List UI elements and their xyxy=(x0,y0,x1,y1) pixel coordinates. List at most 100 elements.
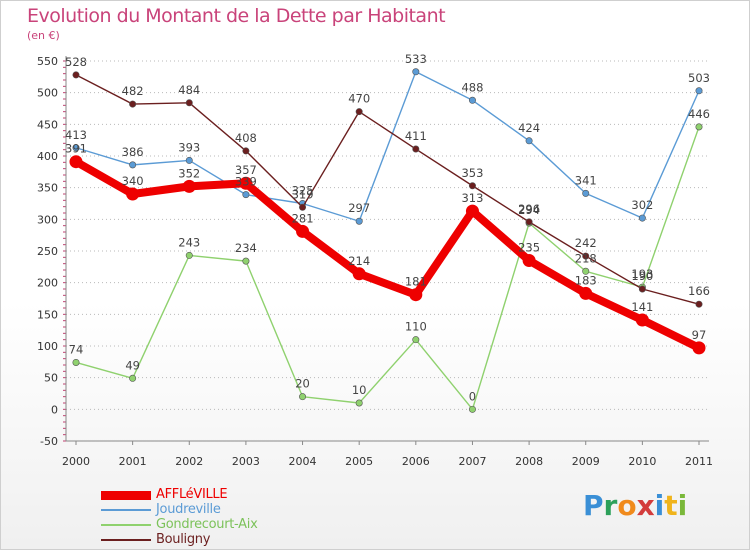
y-tick-label: 550 xyxy=(37,55,58,68)
data-label: 357 xyxy=(235,163,257,177)
data-label: 391 xyxy=(65,142,87,156)
data-label: 470 xyxy=(348,92,370,106)
data-point xyxy=(352,267,366,281)
data-label: 503 xyxy=(688,71,710,85)
data-label: 528 xyxy=(65,55,87,69)
data-point xyxy=(72,144,80,152)
data-point xyxy=(412,145,420,153)
data-point xyxy=(582,252,590,260)
x-tick-label: 2009 xyxy=(572,455,600,468)
data-point xyxy=(522,254,536,267)
data-label: 297 xyxy=(348,201,370,215)
data-label: 193 xyxy=(631,267,653,281)
data-point xyxy=(72,358,80,366)
x-tick-label: 2007 xyxy=(458,455,486,468)
data-point xyxy=(185,99,193,107)
data-label: 533 xyxy=(405,52,427,66)
y-tick-label: 250 xyxy=(37,245,58,258)
y-tick-label: 200 xyxy=(37,277,58,290)
data-label: 166 xyxy=(688,284,710,298)
y-tick-label: 500 xyxy=(37,87,58,100)
data-point xyxy=(299,393,307,401)
data-point xyxy=(635,313,649,327)
data-label: 190 xyxy=(631,269,653,283)
data-label: 49 xyxy=(125,358,140,372)
data-label: 319 xyxy=(292,187,314,201)
data-point xyxy=(126,187,140,201)
data-label: 352 xyxy=(178,166,200,180)
data-point xyxy=(692,341,706,355)
data-label: 214 xyxy=(348,254,370,268)
data-point xyxy=(695,123,703,131)
data-label: 341 xyxy=(575,173,597,187)
data-label: 294 xyxy=(518,203,540,217)
data-label: 482 xyxy=(122,84,144,98)
data-label: 218 xyxy=(575,251,597,265)
data-label: 339 xyxy=(235,175,257,189)
data-label: 302 xyxy=(631,198,653,212)
data-point xyxy=(299,203,307,211)
y-tick-label: -50 xyxy=(40,435,58,448)
y-tick-label: 100 xyxy=(37,340,58,353)
x-tick-label: 2001 xyxy=(119,455,147,468)
data-label: 141 xyxy=(631,300,653,314)
series-line-bouligny xyxy=(75,74,700,305)
data-point xyxy=(239,176,253,190)
data-point xyxy=(355,217,363,225)
data-label: 181 xyxy=(405,275,427,289)
legend-label: Gondrecourt-Aix xyxy=(156,517,258,532)
legend-swatch xyxy=(101,509,151,511)
data-label: 484 xyxy=(178,83,200,97)
series-line-affl-ville xyxy=(72,157,703,352)
data-label: 446 xyxy=(688,107,710,121)
data-point xyxy=(468,405,476,413)
series-line-gondrecourt-aix xyxy=(75,126,700,411)
data-label: 386 xyxy=(122,145,144,159)
x-tick-label: 2005 xyxy=(345,455,373,468)
data-label: 488 xyxy=(461,80,483,94)
data-label: 281 xyxy=(292,211,314,225)
legend-label: Bouligny xyxy=(156,532,211,547)
x-tick-label: 2000 xyxy=(62,455,90,468)
data-label: 242 xyxy=(575,236,597,250)
data-point xyxy=(242,257,250,265)
legend-label: AFFLéVILLE xyxy=(156,487,228,502)
data-label: 424 xyxy=(518,121,540,135)
y-tick-label: 150 xyxy=(37,308,58,321)
data-point xyxy=(182,179,196,193)
data-label: 413 xyxy=(65,128,87,142)
data-point xyxy=(355,399,363,407)
data-point xyxy=(72,71,80,79)
y-tick-label: 350 xyxy=(37,182,58,195)
legend-swatch xyxy=(101,524,151,526)
x-tick-label: 2003 xyxy=(232,455,260,468)
data-point xyxy=(409,288,423,302)
data-point xyxy=(468,182,476,190)
legend-swatch xyxy=(101,539,151,541)
series-line-joudreville xyxy=(75,71,700,222)
data-point xyxy=(525,137,533,145)
y-tick-label: 300 xyxy=(37,213,58,226)
data-label: 393 xyxy=(178,140,200,154)
data-point xyxy=(185,251,193,259)
data-label: 296 xyxy=(518,202,540,216)
data-label: 340 xyxy=(122,174,144,188)
data-label: 97 xyxy=(692,328,707,342)
data-point xyxy=(465,204,479,218)
data-point xyxy=(582,189,590,197)
data-point xyxy=(296,224,310,238)
data-label: 183 xyxy=(575,273,597,287)
x-tick-label: 2010 xyxy=(628,455,656,468)
data-point xyxy=(69,155,83,169)
data-label: 243 xyxy=(178,235,200,249)
data-label: 20 xyxy=(295,377,310,391)
data-point xyxy=(185,156,193,164)
data-point xyxy=(412,68,420,76)
chart-subtitle: (en €) xyxy=(27,29,60,42)
y-tick-label: 0 xyxy=(51,403,58,416)
legend-swatch xyxy=(101,490,151,500)
x-tick-label: 2008 xyxy=(515,455,543,468)
data-label: 10 xyxy=(352,383,367,397)
